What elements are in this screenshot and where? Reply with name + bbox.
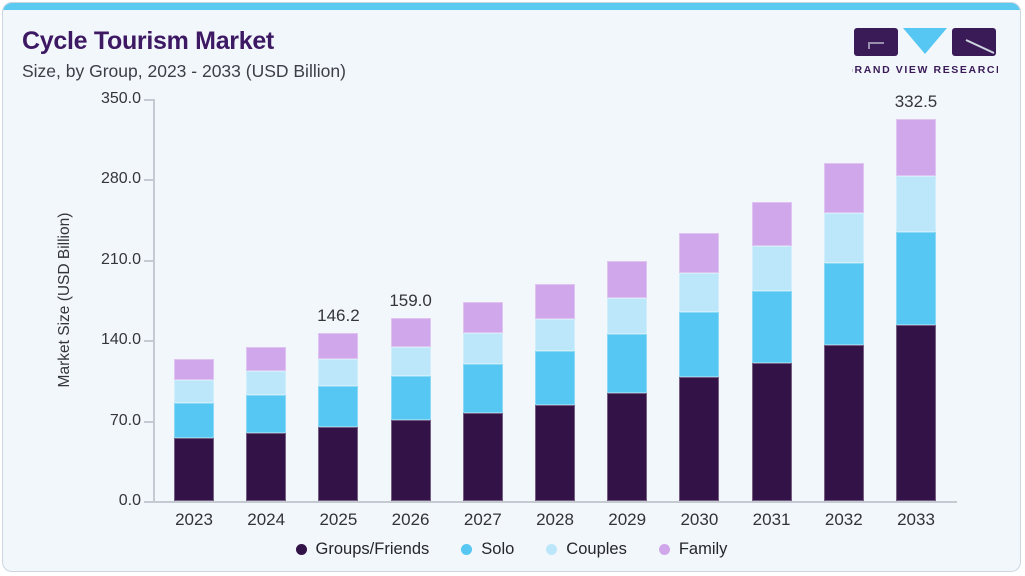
bar-2033-couples (896, 175, 936, 233)
x-tick-label-2027: 2027 (463, 510, 502, 529)
bar-2030-family (679, 233, 720, 274)
bar-2026-family (390, 318, 431, 347)
card-top-accent (3, 3, 1020, 10)
legend-item-solo: Solo (461, 540, 514, 559)
bar-2025-couples (318, 358, 359, 386)
page-title: Cycle Tourism Market (22, 27, 274, 55)
bar-2026-solo (390, 375, 431, 421)
bar-2032-solo (823, 263, 864, 346)
y-tick-mark (144, 179, 153, 182)
bar-2024-solo (246, 395, 287, 434)
y-tick-mark (144, 259, 153, 262)
legend-label-family: Family (678, 539, 728, 558)
y-axis-label: Market Size (USD Billion) (56, 212, 73, 388)
x-tick-label-2029: 2029 (608, 510, 647, 529)
bar-2024-couples (246, 370, 287, 396)
x-tick-label-2024: 2024 (247, 510, 286, 529)
y-tick-mark (144, 99, 153, 101)
legend-swatch-family (658, 543, 670, 555)
bar-2031-couples (751, 246, 792, 291)
bar-2027-solo (462, 363, 503, 413)
bar-2024-family (246, 346, 287, 371)
legend-label-groups-friends: Groups/Friends (315, 539, 430, 558)
x-tick-label-2032: 2032 (824, 510, 863, 529)
bar-2029-couples (607, 298, 648, 334)
page-subtitle: Size, by Group, 2023 - 2033 (USD Billion… (22, 61, 346, 81)
y-tick-label: 210.0 (100, 250, 141, 268)
y-tick-mark (144, 340, 153, 343)
x-tick-label-2026: 2026 (391, 510, 430, 529)
bar-2023-couples (174, 380, 214, 404)
bar-2025-solo (318, 385, 359, 428)
x-tick-label-2023: 2023 (175, 510, 213, 529)
bar-2028-groups-friends (535, 404, 575, 501)
y-tick-label: 0.0 (118, 492, 141, 509)
y-tick-label: 280.0 (100, 170, 141, 188)
legend-item-groups-friends: Groups/Friends (295, 539, 430, 559)
legend-item-couples: Couples (546, 540, 627, 559)
bar-2023-family (174, 359, 214, 381)
x-axis-line (153, 501, 957, 503)
bar-2029-solo (607, 333, 648, 393)
bar-2027-family (462, 302, 503, 333)
bar-2031-solo (751, 290, 792, 364)
bar-2029-groups-friends (607, 392, 648, 501)
y-tick-mark (144, 420, 153, 423)
bar-2029-family (607, 260, 648, 299)
bar-2033-groups-friends (896, 324, 936, 501)
bar-2030-couples (679, 273, 720, 313)
x-tick-label-2031: 2031 (752, 510, 791, 529)
bar-total-label-2026: 159.0 (389, 291, 432, 311)
x-tick-label-2028: 2028 (536, 510, 574, 529)
bar-2032-groups-friends (823, 345, 864, 501)
legend-item-family: Family (658, 539, 728, 559)
bar-total-label-2025: 146.2 (317, 306, 360, 326)
y-tick-mark (144, 501, 153, 503)
bar-total-label-2033: 332.5 (894, 92, 938, 112)
bar-2027-couples (462, 332, 503, 364)
bar-2033-solo (896, 232, 936, 325)
bar-2030-solo (679, 312, 720, 378)
legend-label-solo: Solo (481, 539, 515, 558)
y-tick-label: 140.0 (100, 331, 141, 349)
legend-swatch-solo (461, 543, 473, 555)
bar-2026-groups-friends (390, 420, 431, 501)
bar-2031-family (751, 202, 792, 247)
legend-label-couples: Couples (566, 539, 627, 558)
bar-2031-groups-friends (751, 363, 792, 501)
y-axis-line (153, 99, 155, 501)
bar-2028-family (535, 284, 575, 319)
bar-2027-groups-friends (462, 413, 503, 501)
bar-2023-groups-friends (174, 438, 214, 501)
bar-2032-couples (823, 212, 864, 264)
bar-2028-couples (535, 318, 575, 351)
y-tick-label: 70.0 (109, 411, 141, 429)
gvr-logo-icon: GRAND VIEW RESEARCH (845, 28, 1004, 76)
legend-swatch-couples (546, 543, 558, 555)
bar-2026-couples (390, 346, 431, 376)
stacked-bar-chart: Market Size (USD Billion) 0.0 70.0 140.0 21… (3, 3, 1020, 571)
bar-2032-family (823, 163, 864, 213)
grand-view-research-logo: GRAND VIEW RESEARCH (845, 28, 1004, 80)
x-tick-label-2030: 2030 (680, 510, 719, 529)
chart-legend: Groups/Friends Solo Couples Family (3, 536, 1020, 562)
svg-text:GRAND VIEW RESEARCH: GRAND VIEW RESEARCH (852, 64, 998, 76)
bar-2024-groups-friends (246, 433, 287, 501)
y-tick-label: 350.0 (100, 90, 141, 107)
bar-2025-groups-friends (318, 427, 359, 501)
bar-2030-groups-friends (679, 377, 720, 501)
bar-2033-family (896, 119, 936, 176)
x-tick-label-2025: 2025 (319, 510, 358, 529)
bar-2025-family (318, 333, 359, 359)
bar-2028-solo (535, 350, 575, 405)
bar-2023-solo (174, 403, 214, 439)
x-tick-label-2033: 2033 (897, 510, 935, 529)
legend-swatch-groups-friends (295, 543, 307, 555)
